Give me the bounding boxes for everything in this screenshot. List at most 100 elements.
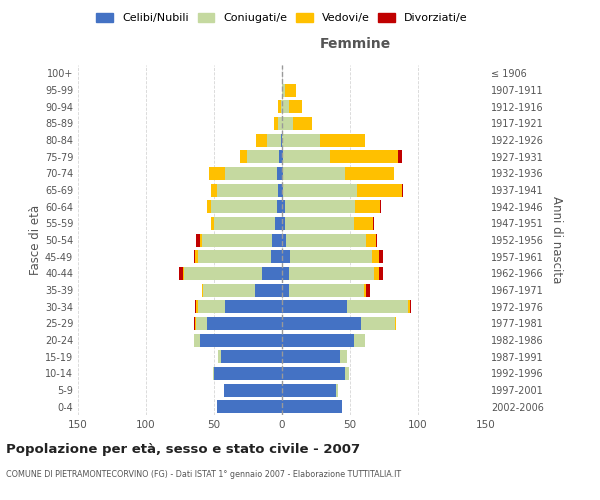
- Bar: [283, 167, 344, 180]
- Bar: [281, 100, 282, 113]
- Bar: [196, 234, 200, 246]
- Bar: [195, 300, 196, 313]
- Bar: [183, 267, 184, 280]
- Bar: [267, 134, 281, 146]
- Bar: [367, 234, 376, 246]
- Bar: [355, 200, 380, 213]
- Bar: [224, 384, 282, 396]
- Bar: [217, 400, 282, 413]
- Bar: [278, 100, 281, 113]
- Bar: [262, 267, 282, 280]
- Bar: [361, 317, 395, 330]
- Bar: [282, 367, 344, 380]
- Bar: [197, 250, 271, 263]
- Bar: [279, 150, 282, 163]
- Bar: [282, 350, 340, 363]
- Bar: [211, 217, 214, 230]
- Bar: [195, 317, 196, 330]
- Bar: [282, 217, 285, 230]
- Bar: [274, 117, 278, 130]
- Bar: [225, 300, 282, 313]
- Bar: [275, 217, 282, 230]
- Bar: [289, 100, 302, 113]
- Bar: [329, 150, 398, 163]
- Bar: [293, 117, 312, 130]
- Bar: [337, 384, 338, 396]
- Bar: [277, 200, 282, 213]
- Bar: [200, 234, 202, 246]
- Bar: [286, 234, 367, 246]
- Bar: [184, 267, 262, 280]
- Bar: [218, 350, 221, 363]
- Bar: [207, 200, 211, 213]
- Bar: [282, 167, 283, 180]
- Y-axis label: Fasce di età: Fasce di età: [29, 205, 42, 275]
- Bar: [283, 184, 357, 196]
- Bar: [285, 217, 354, 230]
- Bar: [354, 217, 373, 230]
- Bar: [282, 200, 285, 213]
- Bar: [379, 250, 383, 263]
- Bar: [197, 300, 225, 313]
- Bar: [410, 300, 411, 313]
- Bar: [282, 334, 354, 346]
- Bar: [278, 117, 282, 130]
- Bar: [289, 267, 374, 280]
- Bar: [179, 267, 183, 280]
- Bar: [282, 117, 293, 130]
- Bar: [367, 284, 370, 296]
- Bar: [221, 350, 282, 363]
- Bar: [285, 200, 355, 213]
- Bar: [354, 334, 365, 346]
- Bar: [282, 284, 289, 296]
- Bar: [340, 350, 347, 363]
- Bar: [214, 217, 275, 230]
- Text: COMUNE DI PIETRAMONTECORVINO (FG) - Dati ISTAT 1° gennaio 2007 - Elaborazione TU: COMUNE DI PIETRAMONTECORVINO (FG) - Dati…: [6, 470, 401, 479]
- Bar: [401, 184, 403, 196]
- Bar: [207, 317, 282, 330]
- Bar: [344, 367, 349, 380]
- Bar: [272, 234, 282, 246]
- Bar: [202, 284, 203, 296]
- Bar: [195, 250, 197, 263]
- Bar: [282, 150, 283, 163]
- Bar: [373, 217, 374, 230]
- Bar: [282, 300, 347, 313]
- Bar: [282, 400, 342, 413]
- Bar: [217, 184, 278, 196]
- Bar: [282, 134, 320, 146]
- Bar: [278, 184, 282, 196]
- Bar: [347, 300, 409, 313]
- Bar: [282, 84, 285, 96]
- Legend: Celibi/Nubili, Coniugati/e, Vedovi/e, Divorziati/e: Celibi/Nubili, Coniugati/e, Vedovi/e, Di…: [92, 8, 472, 28]
- Bar: [282, 317, 361, 330]
- Bar: [289, 284, 364, 296]
- Bar: [282, 100, 289, 113]
- Bar: [211, 184, 217, 196]
- Bar: [202, 234, 272, 246]
- Bar: [281, 134, 282, 146]
- Bar: [282, 250, 290, 263]
- Bar: [196, 300, 197, 313]
- Bar: [225, 167, 277, 180]
- Bar: [379, 267, 383, 280]
- Bar: [194, 250, 195, 263]
- Bar: [357, 184, 401, 196]
- Bar: [256, 134, 267, 146]
- Bar: [255, 284, 282, 296]
- Y-axis label: Anni di nascita: Anni di nascita: [550, 196, 563, 284]
- Bar: [380, 200, 381, 213]
- Bar: [282, 184, 283, 196]
- Bar: [196, 317, 207, 330]
- Bar: [282, 267, 289, 280]
- Bar: [209, 167, 225, 180]
- Bar: [247, 150, 279, 163]
- Bar: [194, 317, 195, 330]
- Bar: [320, 134, 365, 146]
- Bar: [398, 150, 401, 163]
- Bar: [374, 267, 379, 280]
- Bar: [211, 200, 277, 213]
- Bar: [283, 150, 329, 163]
- Bar: [214, 367, 282, 380]
- Bar: [285, 84, 296, 96]
